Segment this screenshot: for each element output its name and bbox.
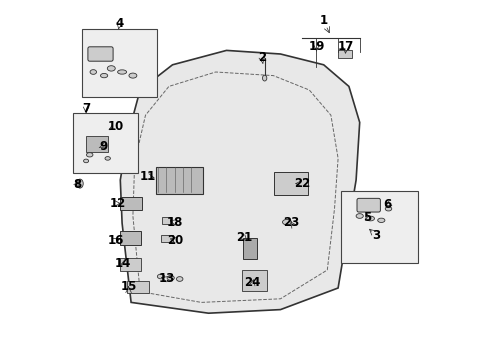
- Ellipse shape: [366, 216, 374, 221]
- Text: 9: 9: [99, 140, 107, 153]
- Ellipse shape: [107, 66, 115, 71]
- Bar: [162, 217, 172, 224]
- Text: 19: 19: [307, 40, 324, 53]
- Text: 22: 22: [293, 177, 309, 190]
- Text: 24: 24: [244, 276, 261, 289]
- Bar: [161, 235, 173, 242]
- Text: 5: 5: [363, 211, 371, 224]
- Ellipse shape: [83, 159, 88, 163]
- Text: 23: 23: [283, 216, 299, 229]
- Text: 17: 17: [337, 40, 353, 53]
- Ellipse shape: [101, 73, 107, 78]
- Bar: [242, 238, 257, 259]
- Ellipse shape: [282, 220, 291, 225]
- Text: 2: 2: [257, 51, 265, 64]
- Ellipse shape: [86, 153, 93, 157]
- FancyBboxPatch shape: [73, 113, 137, 173]
- Ellipse shape: [157, 274, 164, 279]
- Ellipse shape: [117, 70, 126, 74]
- FancyBboxPatch shape: [340, 191, 417, 263]
- FancyBboxPatch shape: [88, 47, 113, 61]
- Ellipse shape: [355, 214, 363, 218]
- Text: 11: 11: [140, 170, 156, 183]
- Text: 12: 12: [109, 197, 125, 210]
- Ellipse shape: [377, 218, 384, 222]
- Ellipse shape: [385, 207, 391, 211]
- Text: 10: 10: [108, 120, 124, 132]
- Text: 15: 15: [120, 280, 137, 293]
- Text: 18: 18: [166, 216, 183, 229]
- Text: 3: 3: [372, 229, 380, 242]
- Text: 16: 16: [107, 234, 123, 247]
- Text: 21: 21: [235, 231, 251, 244]
- Bar: [156, 167, 203, 194]
- Bar: [127, 281, 149, 293]
- Text: 1: 1: [319, 14, 327, 27]
- Ellipse shape: [262, 75, 266, 81]
- Ellipse shape: [129, 73, 137, 78]
- Bar: [274, 172, 308, 195]
- Ellipse shape: [167, 276, 174, 280]
- FancyBboxPatch shape: [356, 198, 380, 212]
- Ellipse shape: [90, 70, 96, 75]
- Ellipse shape: [77, 179, 83, 188]
- Ellipse shape: [176, 276, 183, 282]
- PathPatch shape: [120, 50, 359, 313]
- Bar: [120, 258, 141, 271]
- Bar: [120, 231, 141, 245]
- Text: 7: 7: [82, 102, 90, 114]
- Text: 8: 8: [73, 178, 81, 191]
- Text: 14: 14: [114, 257, 131, 270]
- Text: 6: 6: [383, 198, 391, 211]
- Text: 20: 20: [167, 234, 183, 247]
- Bar: [120, 197, 142, 210]
- Bar: [242, 270, 266, 291]
- Text: 4: 4: [115, 17, 123, 30]
- Text: 13: 13: [158, 273, 174, 285]
- Ellipse shape: [105, 157, 110, 160]
- FancyBboxPatch shape: [81, 29, 157, 97]
- Bar: [86, 136, 107, 152]
- Bar: [338, 50, 351, 58]
